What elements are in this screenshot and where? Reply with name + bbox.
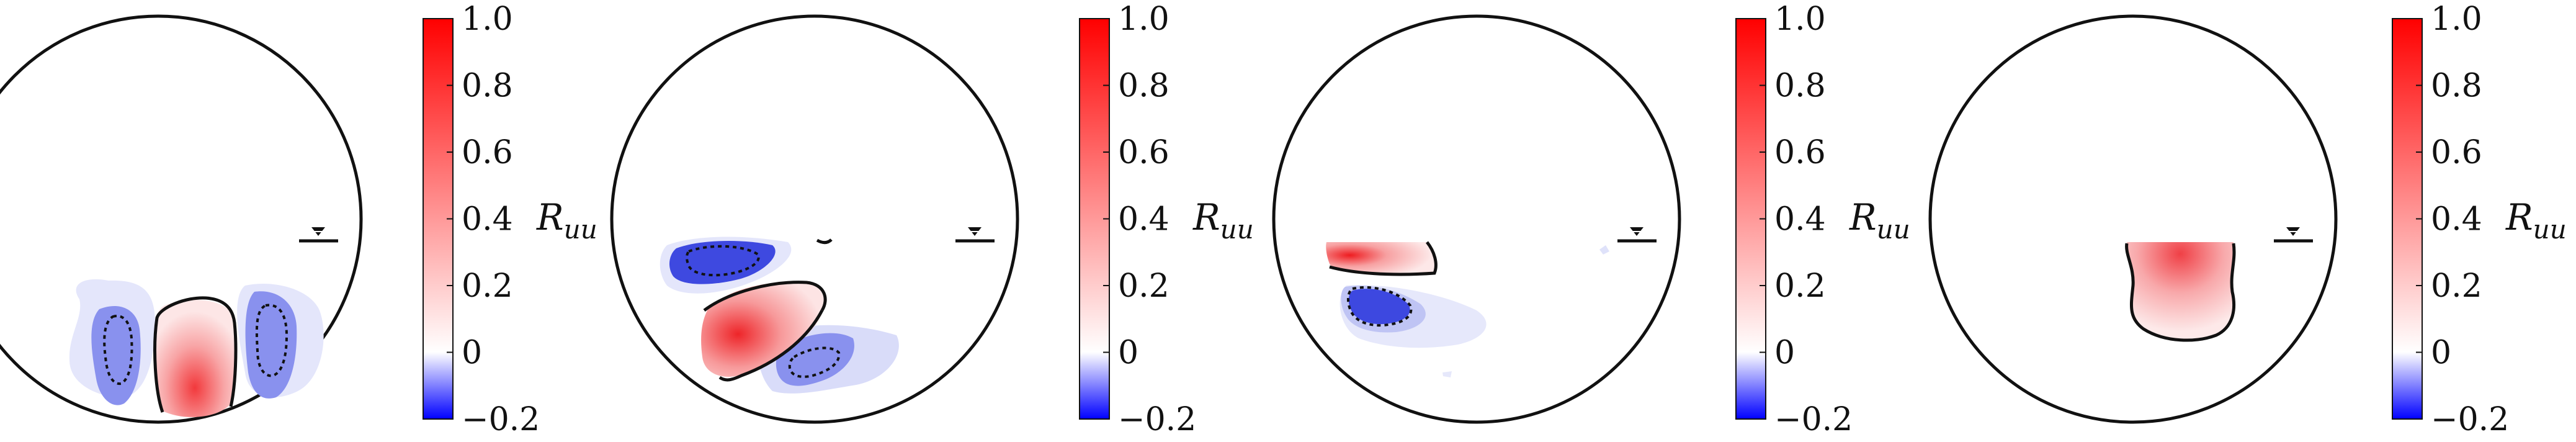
colorbar-tick-label: 0.8	[2431, 68, 2482, 105]
colorbar-4: 1.0 0.8 0.6 0.4 0.2 0 −0.2 Ruu	[2392, 1, 2567, 438]
colorbar-3: 1.0 0.8 0.6 0.4 0.2 0 −0.2 Ruu	[1735, 1, 1910, 438]
zero-contour-lower	[718, 309, 824, 382]
zero-contour-small	[816, 238, 833, 245]
negative-region-left	[91, 305, 141, 405]
colorbar-tick-label: 0.8	[462, 68, 513, 105]
colorbar-2-label: Ruu	[1192, 196, 1254, 245]
colorbar-tick-label: 0.2	[1118, 268, 1169, 305]
colorbar-2-ticks: 1.0 0.8 0.6 0.4 0.2 0 −0.2	[1103, 1, 1196, 438]
colorbar-1: 1.0 0.8 0.6 0.4 0.2 0 −0.2 Ruu	[423, 1, 597, 438]
colorbar-tick-label: 1.0	[1774, 1, 1826, 38]
colorbar-tick-label: 0	[2431, 335, 2451, 372]
colorbar-1-label: Ruu	[536, 196, 597, 245]
colorbar-2: 1.0 0.8 0.6 0.4 0.2 0 −0.2 Ruu	[1079, 1, 1254, 438]
colorbar-tick-label: 1.0	[2431, 1, 2482, 38]
colorbar-tick-label: 0.2	[2431, 268, 2482, 305]
colorbar-3-ticks: 1.0 0.8 0.6 0.4 0.2 0 −0.2	[1760, 1, 1853, 438]
zero-contour-center	[2125, 243, 2236, 342]
colorbar-tick-label: 0.4	[462, 201, 513, 238]
pipe-boundary	[1272, 14, 1681, 424]
colorbar-tick-label: −0.2	[462, 401, 540, 438]
colorbar-tick-label: 0.6	[462, 134, 513, 171]
panel-4	[1928, 14, 2338, 424]
colorbar-3-label: Ruu	[1849, 196, 1910, 245]
zero-contour-center	[153, 296, 238, 413]
colorbar-tick-label: 0.4	[1774, 201, 1826, 238]
colorbar-tick-label: 0	[462, 335, 482, 372]
colorbar-tick-label: 0.4	[2431, 201, 2482, 238]
negative-contour	[1346, 286, 1413, 327]
colorbar-tick-label: 0.2	[1774, 268, 1826, 305]
colorbar-tick-label: 0.8	[1118, 68, 1169, 105]
panel-2	[610, 14, 1019, 424]
colorbar-tick-label: 0	[1118, 335, 1138, 372]
colorbar-tick-label: 1.0	[1118, 1, 1169, 38]
positive-region-center[interactable]	[2126, 242, 2235, 340]
colorbar-tick-label: −0.2	[2431, 401, 2509, 438]
colorbar-tick-label: 0.6	[1774, 134, 1826, 171]
panel-1	[0, 14, 363, 424]
negative-speck	[1599, 245, 1609, 255]
negative-contour-upper-left	[686, 245, 760, 277]
colorbar-1-ticks: 1.0 0.8 0.6 0.4 0.2 0 −0.2	[447, 1, 540, 438]
negative-contour-left	[103, 315, 133, 386]
pipe-boundary	[1928, 14, 2338, 424]
panel-3	[1272, 14, 1681, 424]
colorbar-4-ticks: 1.0 0.8 0.6 0.4 0.2 0 −0.2	[2416, 1, 2509, 438]
colorbar-tick-label: 0	[1774, 335, 1795, 372]
negative-region-lower	[776, 333, 854, 386]
colorbar-tick-label: 0.6	[2431, 134, 2482, 171]
negative-contour-lower	[788, 346, 841, 378]
colorbar-4-label: Ruu	[2505, 196, 2567, 245]
negative-speck	[1442, 371, 1452, 377]
colorbar-tick-label: 0.2	[462, 268, 513, 305]
positive-region-center[interactable]	[154, 299, 236, 417]
negative-region-left-lower	[1348, 289, 1410, 325]
colorbar-tick-label: 0.8	[1774, 68, 1826, 105]
negative-contour-right	[255, 304, 288, 377]
colorbar-tick-label: 1.0	[462, 1, 513, 38]
colorbar-tick-label: 0.4	[1118, 201, 1169, 238]
zero-contour-left-edge	[1329, 241, 1438, 276]
zero-contour-upper	[703, 281, 827, 312]
pipe-boundary	[610, 14, 1019, 424]
colorbar-tick-label: −0.2	[1118, 401, 1196, 438]
positive-region-left-middle[interactable]	[701, 282, 825, 377]
colorbar-tick-label: −0.2	[1774, 401, 1853, 438]
positive-region-left-edge[interactable]	[1326, 242, 1434, 275]
colorbar-tick-label: 0.6	[1118, 134, 1169, 171]
pipe-boundary	[0, 14, 363, 424]
